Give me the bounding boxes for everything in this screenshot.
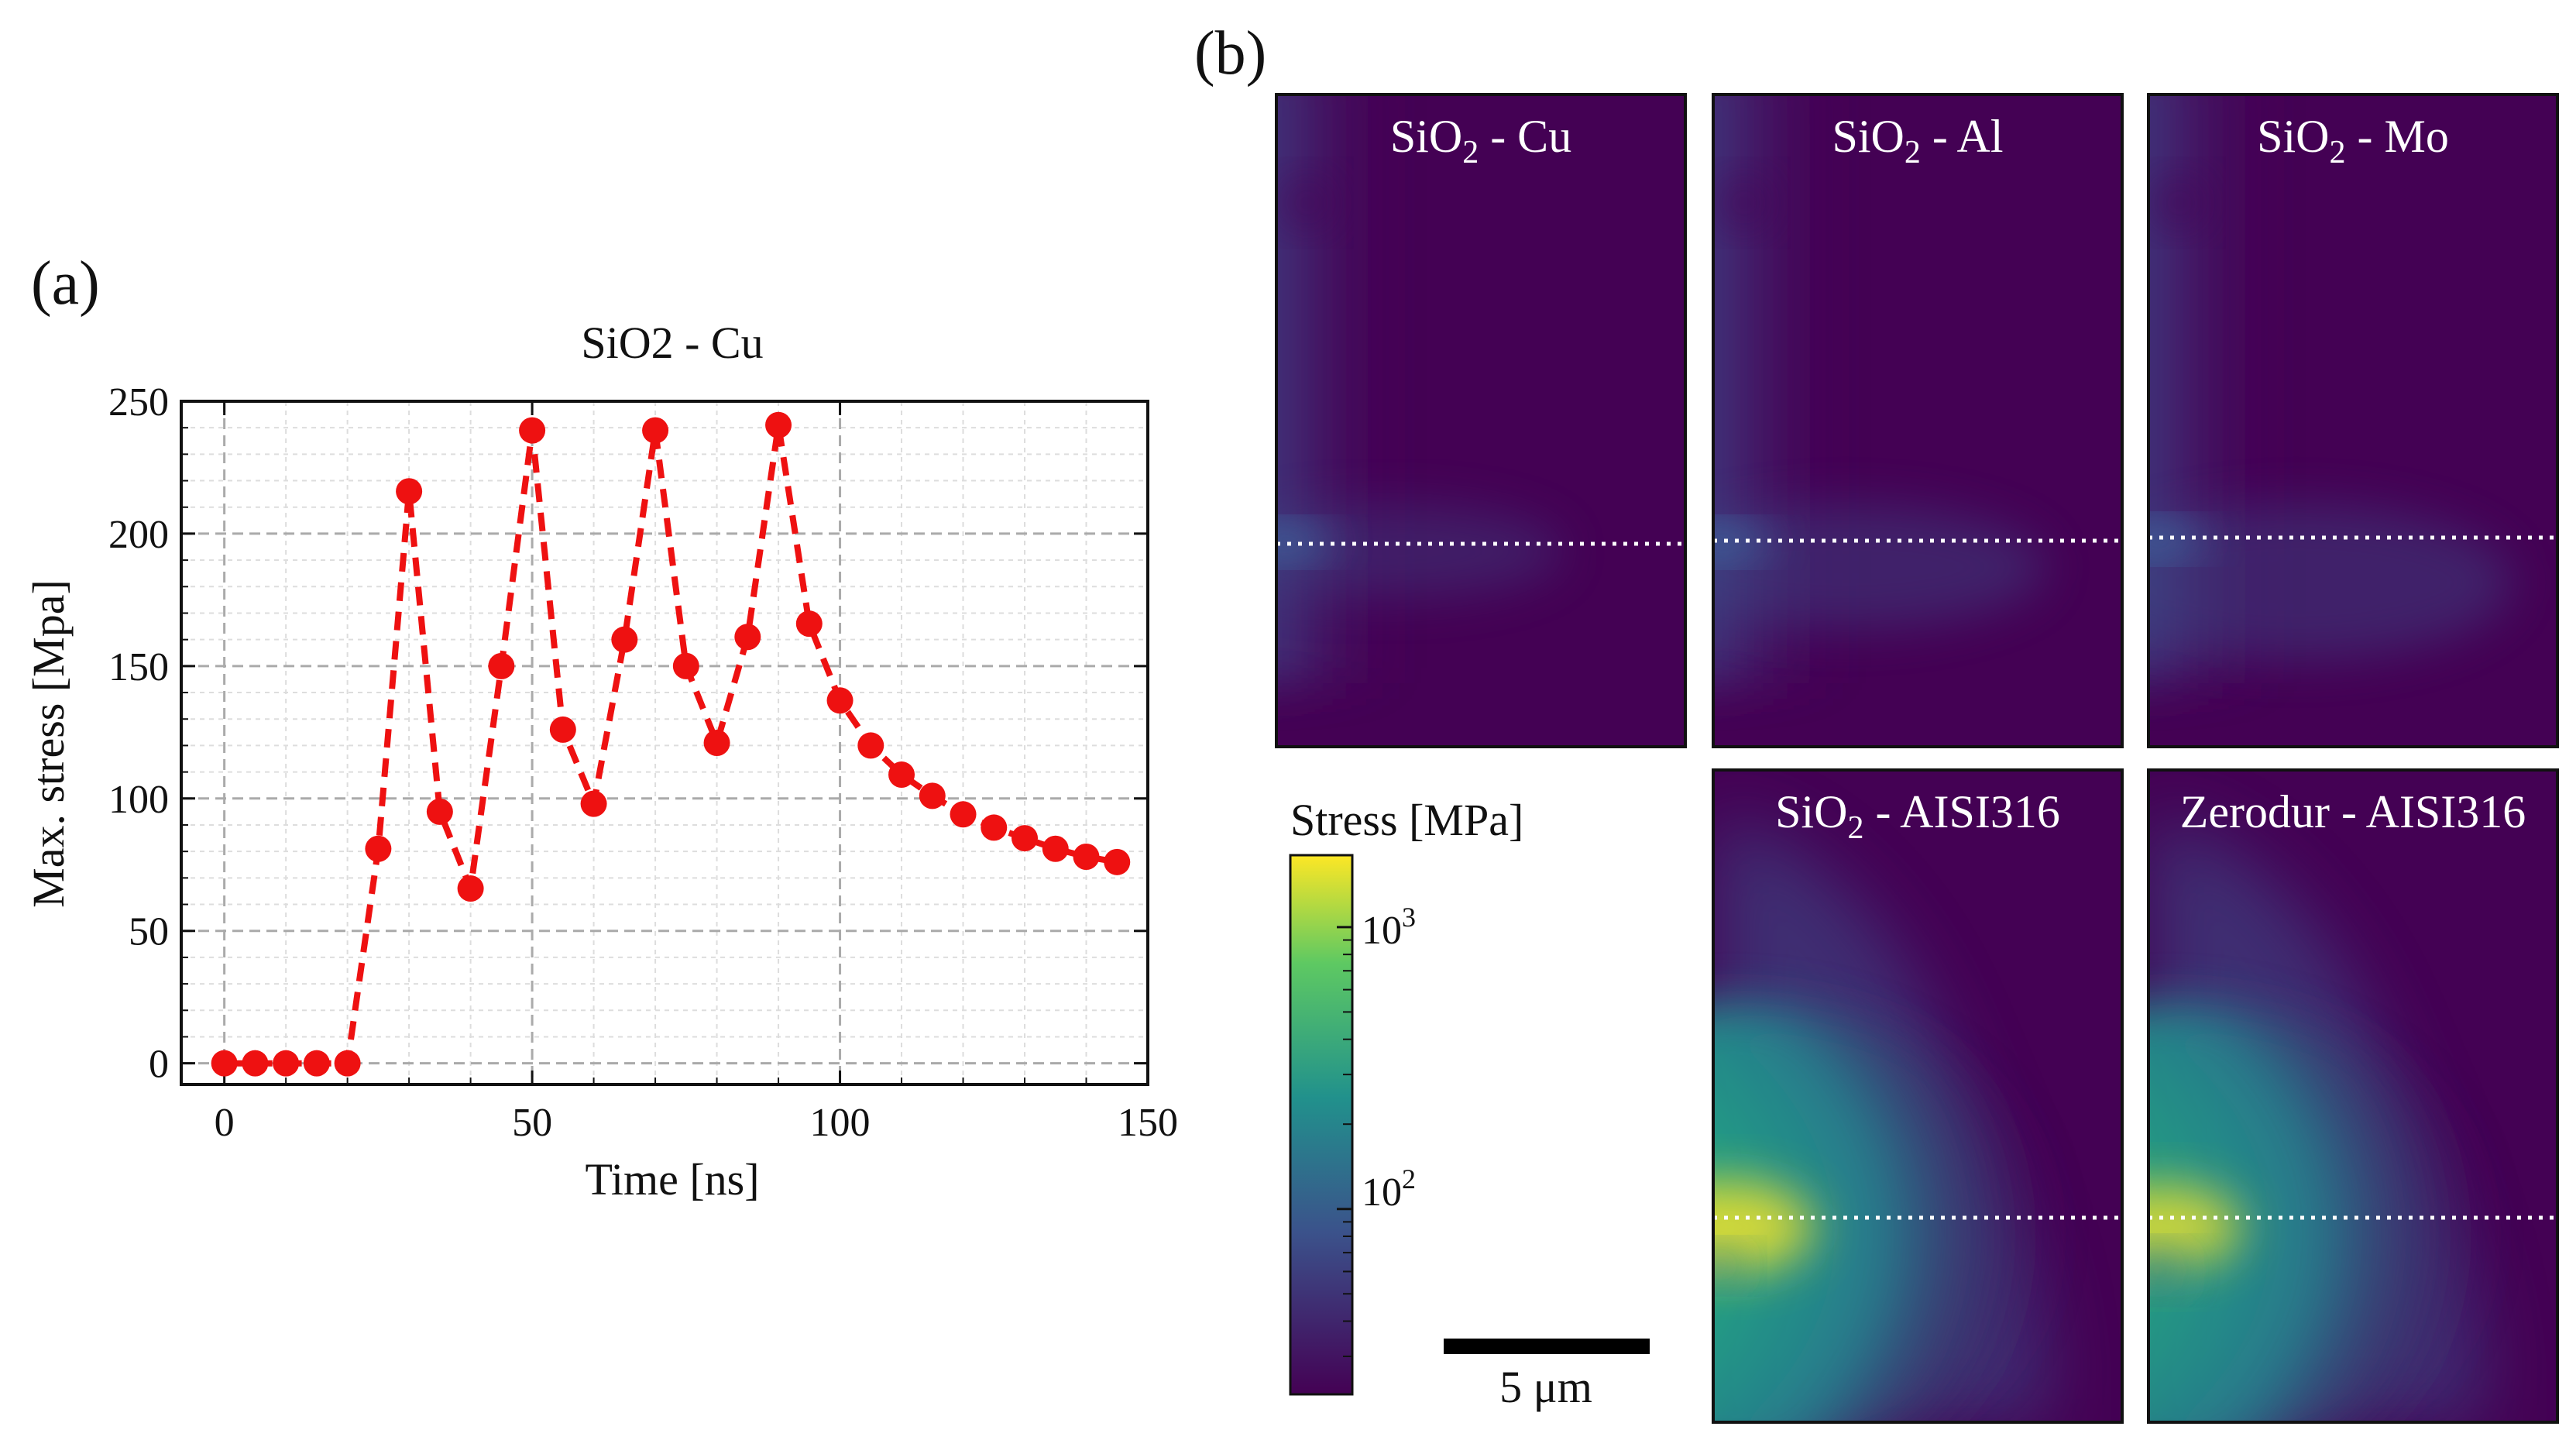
- map-title-sub: 2: [1848, 810, 1864, 846]
- stress-map-sio2-mo: SiO2 - Mo: [2147, 93, 2559, 748]
- data-point: [242, 1050, 269, 1077]
- data-point: [765, 411, 792, 438]
- y-tick-label: 0: [149, 1043, 169, 1087]
- map-title-main: SiO: [1832, 111, 1904, 162]
- data-point: [795, 610, 823, 638]
- colorbar: [1289, 854, 1354, 1396]
- data-point: [611, 626, 638, 653]
- colorbar-ticks: [1337, 926, 1352, 1357]
- map-title-sub: 2: [2330, 135, 2346, 170]
- map-title-sio2-al: SiO2 - Al: [1832, 111, 2003, 170]
- y-tick-label: 250: [108, 380, 169, 424]
- x-tick-label: 0: [215, 1101, 235, 1145]
- y-tick-label: 100: [108, 778, 169, 822]
- data-point: [303, 1050, 330, 1077]
- panel-b-label: (b): [1194, 19, 1266, 88]
- data-point: [826, 687, 854, 714]
- map-title-sio2-cu: SiO2 - Cu: [1390, 111, 1571, 170]
- stress-map-zerodur-aisi316: Zerodur - AISI316: [2147, 768, 2559, 1424]
- data-point: [580, 790, 607, 817]
- colorbar-label: Stress [MPa]: [1290, 795, 1523, 845]
- data-point: [365, 835, 392, 862]
- data-point: [888, 761, 915, 789]
- colorbar-tick-100: 102: [1362, 1163, 1416, 1215]
- colorbar-tick-base: 10: [1362, 909, 1402, 953]
- data-point: [211, 1050, 238, 1077]
- data-point: [734, 624, 761, 651]
- stress-series-line: [224, 424, 1118, 1067]
- data-point: [1012, 825, 1039, 852]
- axis-ticks: [181, 400, 1149, 1084]
- chart-title: SiO2 - Cu: [581, 318, 763, 368]
- y-axis-label: Max. stress [Mpa]: [23, 579, 74, 908]
- data-point: [334, 1050, 361, 1077]
- x-tick-label: 150: [1118, 1101, 1178, 1145]
- stress-series-points: [211, 411, 1131, 1077]
- y-tick-label: 150: [108, 645, 169, 689]
- panel-a-label: (a): [31, 249, 100, 318]
- data-point: [519, 417, 546, 444]
- minor-gridlines: [181, 401, 1148, 1084]
- stress-map-sio2-aisi316: SiO2 - AISI316: [1712, 768, 2124, 1424]
- data-point: [1104, 848, 1131, 875]
- stress-map-sio2-cu: SiO2 - Cu: [1275, 93, 1687, 748]
- data-point: [981, 814, 1008, 841]
- data-point: [919, 782, 946, 809]
- data-point: [1073, 844, 1100, 870]
- map-title-suffix: - Cu: [1479, 111, 1571, 162]
- map-title-main: SiO: [2257, 111, 2329, 162]
- map-title-suffix: - Al: [1921, 111, 2004, 162]
- map-title-sub: 2: [1462, 135, 1479, 170]
- data-point: [549, 716, 576, 743]
- scale-bar-label: 5 μm: [1499, 1362, 1592, 1412]
- x-tick-label: 50: [512, 1101, 552, 1145]
- data-point: [703, 730, 730, 756]
- data-point: [457, 875, 484, 902]
- data-point: [1042, 835, 1069, 862]
- data-point: [488, 652, 515, 679]
- stress-map-sio2-al: SiO2 - Al: [1712, 93, 2124, 748]
- map-title-main: SiO: [1775, 786, 1847, 837]
- tick-labels: 0 50 100 150 0 50 100 150 200 250: [108, 380, 1178, 1145]
- x-axis-label: Time [ns]: [585, 1154, 759, 1205]
- colorbar-tick-1000: 103: [1362, 902, 1416, 953]
- colorbar-tick-exp: 2: [1402, 1163, 1416, 1194]
- plot-frame: [180, 400, 1149, 1086]
- map-title-suffix: - AISI316: [1864, 786, 2060, 837]
- data-point: [672, 652, 699, 679]
- data-point: [950, 801, 977, 828]
- y-tick-label: 50: [129, 910, 169, 954]
- map-title-sio2-mo: SiO2 - Mo: [2257, 111, 2449, 170]
- data-point: [857, 732, 884, 759]
- map-title-sub: 2: [1905, 135, 1921, 170]
- data-point: [396, 478, 423, 505]
- map-title-sio2-aisi316: SiO2 - AISI316: [1775, 786, 2060, 846]
- colorbar-tick-base: 10: [1362, 1170, 1402, 1215]
- map-title-suffix: - Mo: [2346, 111, 2449, 162]
- x-tick-label: 100: [810, 1101, 871, 1145]
- data-point: [426, 798, 453, 825]
- map-title-zerodur-aisi316: Zerodur - AISI316: [2180, 786, 2526, 837]
- colorbar-tick-exp: 3: [1402, 902, 1416, 933]
- map-title-main: SiO: [1390, 111, 1462, 162]
- data-point: [642, 417, 669, 444]
- y-tick-label: 200: [108, 513, 169, 557]
- data-point: [273, 1050, 300, 1077]
- scale-bar: [1444, 1339, 1650, 1354]
